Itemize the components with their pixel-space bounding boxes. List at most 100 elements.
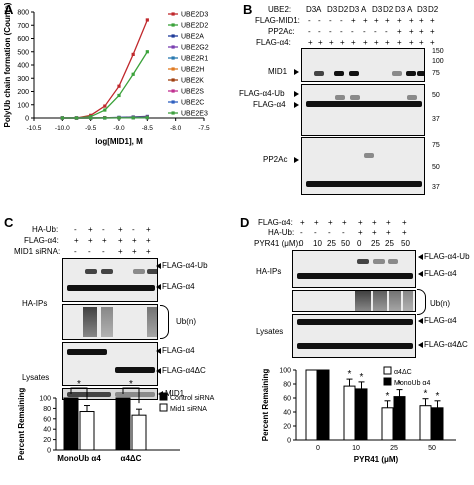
d-ha-ips-label: HA-IPs [256,267,282,276]
y-tick-label: 60 [43,416,51,423]
lane-sign: - [342,228,345,237]
significance-star: * [424,389,428,400]
bar [355,388,368,441]
c-lysate-flag-a4-label: FLAG-α4 [162,346,195,355]
significance-bracket [122,387,140,404]
pyr41-dose: 10 [313,239,322,248]
bar [63,397,79,451]
y-tick-label: 300 [17,76,29,83]
x-category-label: α4ΔC [121,454,142,463]
x-category-label: 50 [428,445,436,452]
lane-sign: - [328,228,331,237]
bar [419,405,432,441]
lane-sign: - [102,225,105,234]
legend-marker [171,34,175,38]
legend-entry: UBE2A [181,34,204,41]
x-tick-label: -10.5 [27,125,42,132]
y-tick-label: 0 [25,116,29,123]
lane-sign: + [409,38,414,47]
lane-sign: - [308,16,311,25]
y-tick-label: 100 [17,102,29,109]
x-category-label: 25 [390,445,398,452]
flag-a4-ub-blot-label: FLAG-α4-Ub [239,89,285,98]
c-lysates-label: Lysates [22,373,50,382]
lane-sign: + [118,236,123,245]
d-ub-n-label: Ub(n) [430,299,451,308]
x-tick-label: -9.5 [85,125,97,132]
y-tick-label: 80 [283,382,291,389]
mid1-sirna-row-label: MID1 siRNA: [14,247,61,256]
lane-sign: + [358,218,363,227]
lane-sign: - [318,16,321,25]
y-tick-label: 0 [287,438,291,445]
y-tick-label: 80 [43,406,51,413]
blot-mid1 [301,48,425,82]
significance-star: * [360,372,364,383]
lane-sign: + [146,236,151,245]
data-point [131,52,135,56]
legend-entry: MonoUb α4 [394,380,430,387]
x-axis-label: log[MID1], M [95,137,143,146]
significance-star: * [436,391,440,402]
lane-sign: + [351,16,356,25]
lane-sign: + [419,38,424,47]
pyr41-dose: 0 [357,239,362,248]
d-lysates-label: Lysates [256,327,284,336]
lane-sign: - [74,247,77,256]
blot-d-ha-ip [292,250,416,288]
d-flag-a4-label: FLAG-α4 [424,269,457,278]
panel-b-label: B [243,2,253,17]
bar [305,369,318,441]
lane-sign: + [300,218,305,227]
y-tick-label: 20 [283,424,291,431]
legend-entry: UBE2D2 [181,23,208,30]
data-point [145,116,149,120]
x-category-label: 0 [316,445,320,452]
lane-sign: + [402,218,407,227]
lane-sign: + [419,27,424,36]
pyr41-dose: 0 [299,239,304,248]
lane-sign: - [314,228,317,237]
data-point [117,93,121,98]
mw-marker: 100 [432,58,444,65]
ube2-lane-label: D3 [327,5,338,14]
lane-sign: + [374,38,379,47]
mw-marker: 75 [432,70,440,77]
data-point [131,72,135,76]
bar [317,369,330,441]
lane-sign: - [351,27,354,36]
d-ha-ub-row-label: HA-Ub: [268,228,295,237]
data-point [117,84,121,88]
lane-sign: + [340,38,345,47]
blot-d-lysate [292,314,416,358]
x-tick-label: -8.0 [170,125,182,132]
ube2-lane-label: D2 [428,5,439,14]
flag-mid1-row-label: FLAG-MID1: [255,16,300,25]
data-point [145,18,149,22]
lane-sign: + [386,218,391,227]
flag-a4-row-label: FLAG-α4: [256,38,291,47]
c-ub-n-label: Ub(n) [176,317,197,326]
y-axis-label: PolyUb chain formation (Counts) [3,2,12,127]
ube2-lane-label: D3 [372,5,383,14]
lane-sign: + [363,16,368,25]
significance-star: * [129,379,133,390]
legend-marker [171,67,175,71]
legend-entry: UBE2S [181,89,204,96]
ube2-lane-label: D3 [306,5,317,14]
pyr41-dose: 50 [341,239,350,248]
legend-swatch [383,366,392,375]
lane-sign: + [118,247,123,256]
y-tick-label: 20 [43,437,51,444]
lane-sign: + [351,38,356,47]
legend-entry: UBE2E3 [181,111,208,118]
lane-sign: - [340,16,343,25]
significance-star: * [77,379,81,390]
blot-c-mid1 [62,388,158,400]
legend-entry: UBE2R1 [181,56,208,63]
legend-entry: Control siRNA [170,395,215,402]
data-point [131,116,135,120]
lane-sign: + [329,38,334,47]
blot-flag-a4 [301,84,425,136]
c-flag-a4dc-label: FLAG-α4ΔC [162,366,206,375]
